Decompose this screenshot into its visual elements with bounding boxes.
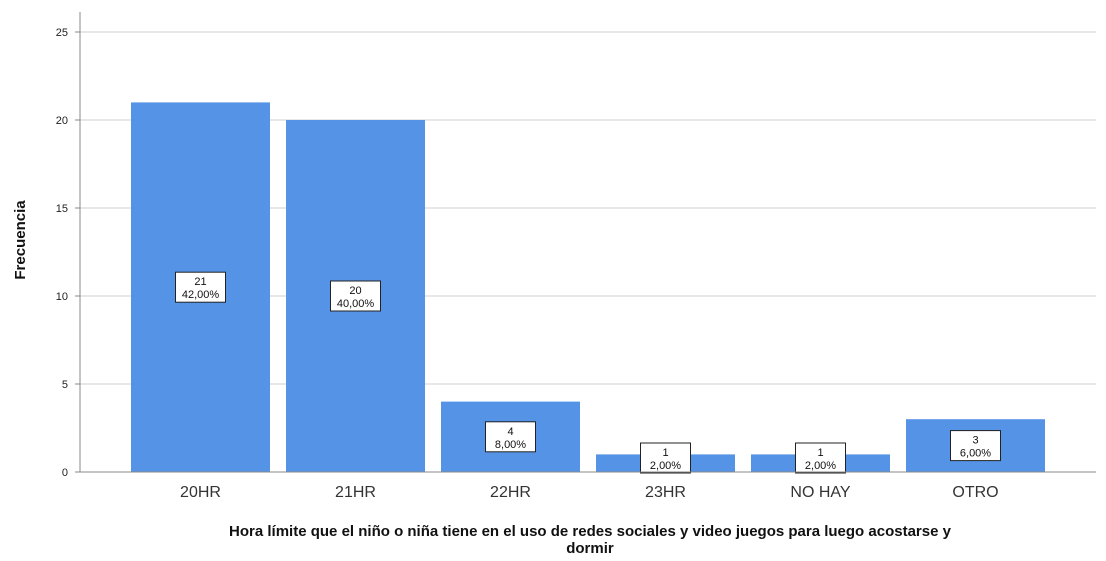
- y-axis-ticks: 0 5 10 15 20 25: [56, 27, 80, 479]
- x-axis-label-line-2: dormir: [566, 540, 614, 557]
- data-label-box: [485, 421, 536, 453]
- data-label-box: [950, 430, 1001, 462]
- x-axis-label-line-1: Hora límite que el niño o niña tiene en …: [229, 523, 952, 540]
- data-label-percent: 6,00%: [960, 448, 991, 460]
- y-axis-label: Frecuencia: [12, 200, 29, 280]
- data-label-count: 20: [349, 285, 361, 297]
- data-label-box: [795, 442, 846, 474]
- x-tick-label: 22HR: [490, 484, 531, 501]
- y-tick-label: 5: [62, 379, 68, 391]
- data-label-count: 21: [194, 276, 206, 288]
- y-tick-label: 10: [56, 291, 68, 303]
- data-label-box: [640, 442, 691, 474]
- data-label-count: 1: [662, 447, 668, 459]
- data-label-box: [330, 280, 381, 312]
- data-label-percent: 42,00%: [182, 289, 220, 301]
- x-tick-label: 21HR: [335, 484, 376, 501]
- x-axis-ticks: 20HR 21HR 22HR 23HR NO HAY OTRO: [180, 484, 999, 501]
- data-label-count: 4: [507, 426, 513, 438]
- y-tick-label: 15: [56, 203, 68, 215]
- data-label-percent: 2,00%: [650, 460, 681, 472]
- y-tick-label: 0: [62, 467, 68, 479]
- data-label-box: [175, 271, 226, 303]
- data-label-count: 3: [972, 435, 978, 447]
- bars: [131, 102, 1045, 473]
- data-label-percent: 40,00%: [337, 298, 375, 310]
- data-label-percent: 8,00%: [495, 439, 526, 451]
- x-tick-label: OTRO: [952, 484, 998, 501]
- y-tick-label: 20: [56, 115, 68, 127]
- data-label-count: 1: [817, 447, 823, 459]
- y-tick-label: 25: [56, 27, 68, 39]
- x-tick-label: 20HR: [180, 484, 221, 501]
- data-label-percent: 2,00%: [805, 460, 836, 472]
- x-tick-label: NO HAY: [790, 484, 850, 501]
- x-tick-label: 23HR: [645, 484, 686, 501]
